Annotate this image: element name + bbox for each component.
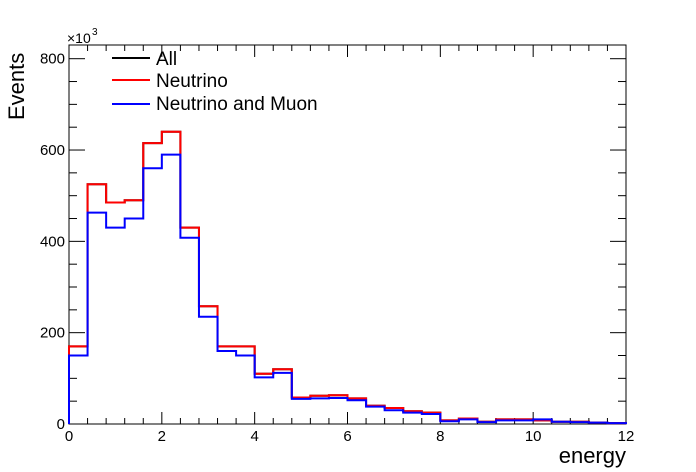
y-multiplier-exponent: 3	[92, 27, 98, 38]
x-axis-title: energy	[559, 443, 626, 468]
plot-frame	[68, 44, 627, 425]
x-tick-label: 10	[525, 428, 542, 445]
y-tick-label: 0	[57, 416, 65, 433]
legend-label-neutrino-and-muon: Neutrino and Muon	[156, 94, 318, 115]
x-tick-label: 8	[436, 428, 444, 445]
legend: All Neutrino Neutrino and Muon	[112, 49, 318, 115]
y-tick-label: 600	[40, 142, 65, 159]
x-tick-label: 4	[250, 428, 258, 445]
y-tick-label: 200	[40, 325, 65, 342]
axis-ticks	[68, 45, 627, 425]
axis-tick-labels: 0 2 4 6 8 10 12 0 200 400 600 800	[40, 51, 634, 445]
series-layer	[68, 130, 627, 425]
x-tick-label: 12	[618, 428, 635, 445]
y-tick-label: 800	[40, 51, 65, 68]
y-multiplier-label: ×10	[67, 30, 91, 46]
series-all-line	[68, 130, 627, 425]
legend-label-neutrino: Neutrino	[156, 71, 228, 92]
legend-label-all: All	[156, 49, 177, 70]
series-neutrino-and-muon-line	[68, 153, 627, 425]
y-axis-title: Events	[4, 53, 29, 120]
x-tick-label: 0	[65, 428, 73, 445]
x-tick-label: 2	[158, 428, 166, 445]
x-tick-label: 6	[343, 428, 351, 445]
y-tick-label: 400	[40, 233, 65, 250]
series-neutrino-line	[68, 130, 627, 425]
